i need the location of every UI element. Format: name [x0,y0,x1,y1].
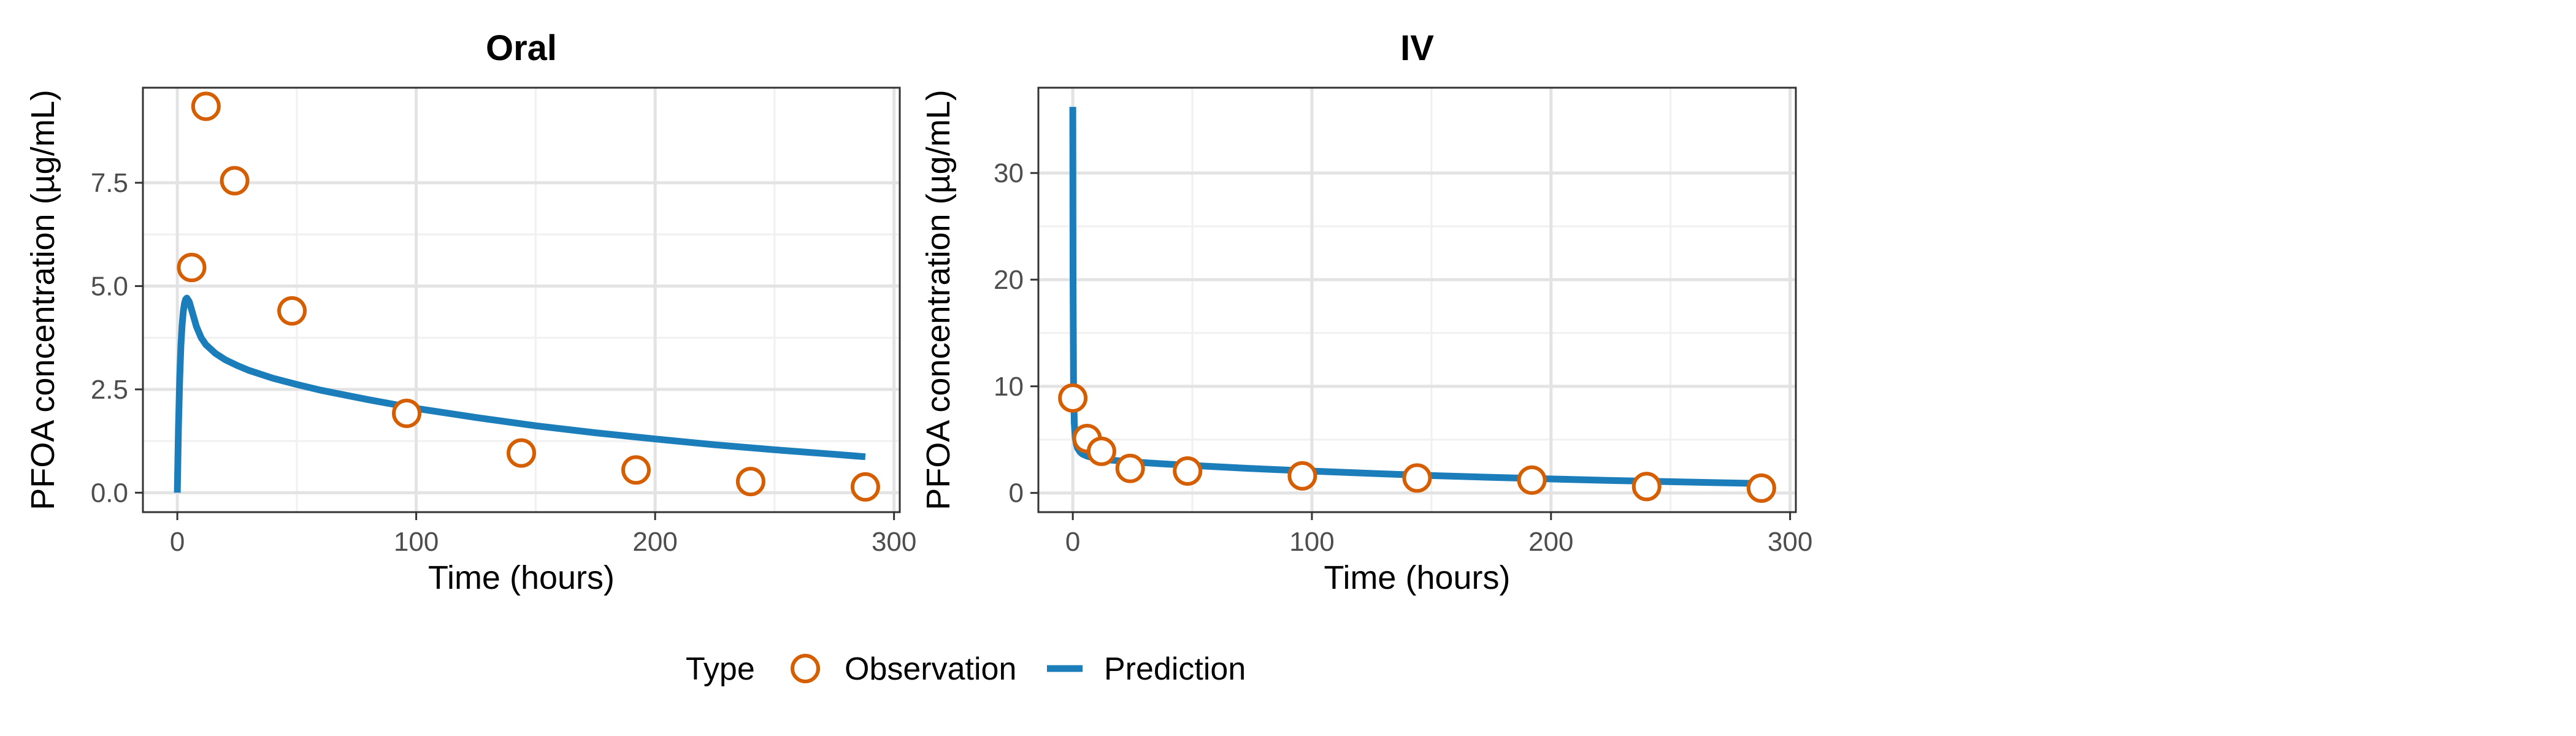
legend-label-prediction: Prediction [1104,651,1246,687]
chart-1-x-tick-label: 100 [1289,527,1334,557]
chart-0-observation-point [850,472,880,502]
chart-1-x-tick-label: 200 [1528,527,1573,557]
chart-1-observation-point [1631,472,1662,502]
chart-1-x-axis-title: Time (hours) [1324,559,1510,596]
chart-1-y-axis-title: PFOA concentration (µg/mL) [920,90,957,510]
chart-0-observation-point [191,91,221,121]
chart-1-observation-point [1173,456,1203,486]
chart-1-y-tick-label: 30 [994,158,1024,188]
chart-0-x-tick-label: 100 [394,527,439,557]
chart-0-observation-point [621,455,651,485]
chart-0-observation-point [220,166,250,196]
chart-0-x-tick-label: 300 [872,527,916,557]
chart-0-observation-point [507,438,536,468]
chart-1-observation-point [1402,463,1432,493]
chart-1-observation-point [1086,436,1116,466]
chart-0-y-tick-label: 7.5 [91,168,128,198]
chart-1-y-tick-label: 0 [1009,478,1024,508]
chart-0-y-tick-label: 5.0 [91,271,128,301]
chart-0-y-axis-title: PFOA concentration (µg/mL) [25,90,61,510]
chart-1-panel-border [1037,86,1797,513]
chart-0-observation-point [177,253,207,283]
chart-1-observation-point [1115,453,1145,483]
chart-1-y-tick-label: 20 [994,265,1024,295]
chart-0-observation-point [735,467,765,497]
chart-1-x-tick-label: 300 [1768,527,1812,557]
chart-0-x-tick-label: 200 [632,527,677,557]
chart-0-observation-point [277,296,307,326]
chart-0-x-tick-label: 0 [170,527,185,557]
chart-1-prediction-line [1069,107,1762,487]
legend-observation-key [791,654,820,683]
chart-1-observation-point [1287,461,1317,491]
legend-title: Type [686,651,755,687]
chart-1-x-tick-label: 0 [1065,527,1080,557]
chart-1-title: IV [1400,28,1434,68]
panel-iv: 0 100 200 300 0 10 20 30 IV Time (hours) PFOA conc… [920,28,1812,596]
chart-0-panel-border [142,86,901,513]
chart-0-prediction-line [174,294,866,493]
chart-0-observation-point [392,398,422,428]
chart-1-y-tick-label: 10 [994,372,1024,402]
chart-0-y-tick-label: 0.0 [91,478,128,508]
legend: Type Observation Prediction [686,651,1246,687]
panel-oral: 0 100 200 300 0.0 2.5 5.0 7.5 Oral Time (hours) PF… [25,28,916,596]
chart-0-title: Oral [486,28,557,68]
chart-1-observation-point [1746,473,1776,503]
chart-1-observation-point [1517,465,1547,495]
chart-0-x-axis-title: Time (hours) [428,559,615,596]
legend-label-observation: Observation [845,651,1016,687]
chart-0-y-tick-label: 2.5 [91,375,128,405]
chart-1-observation-point [1058,383,1088,413]
